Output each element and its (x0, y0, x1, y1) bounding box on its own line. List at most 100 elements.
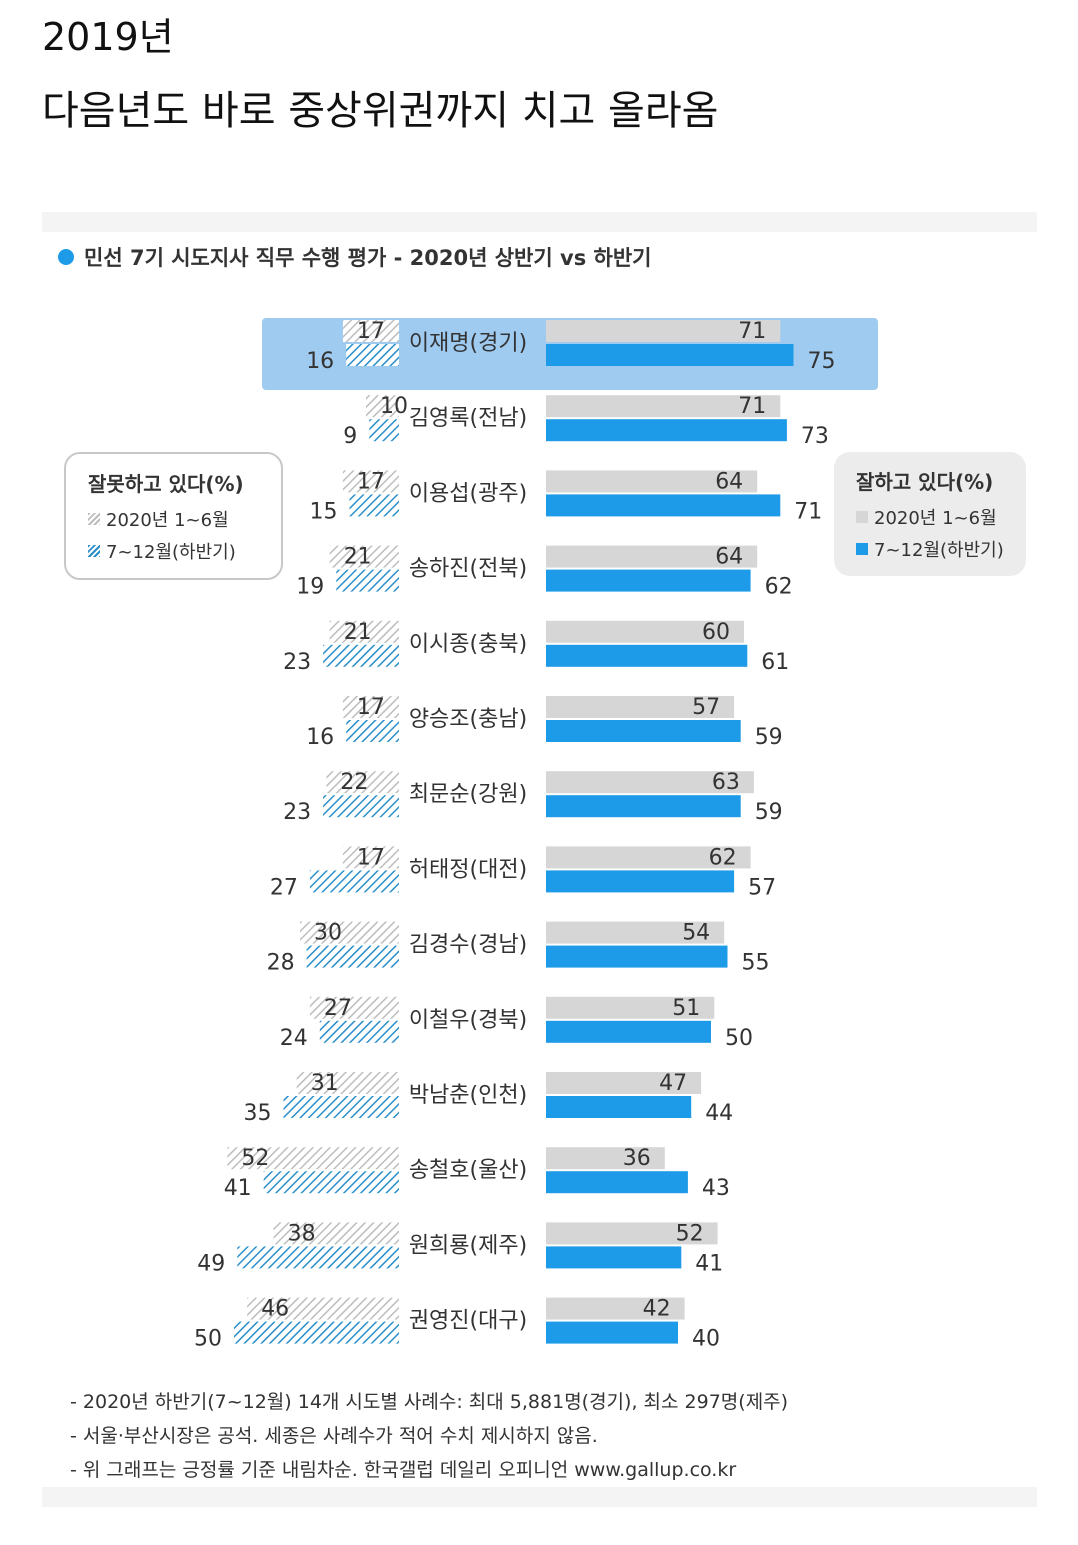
positive-h2-label: 59 (755, 800, 783, 825)
hatch-gray-swatch-icon (88, 513, 100, 525)
positive-h2-label: 59 (755, 725, 783, 750)
negative-h2-label: 28 (267, 951, 295, 976)
negative-h1-label: 27 (324, 996, 352, 1021)
negative-h2-label: 50 (194, 1327, 222, 1352)
negative-h2-label: 9 (343, 424, 357, 449)
positive-h2-bar (546, 569, 751, 592)
legend-negative-title: 잘못하고 있다(%) (88, 472, 244, 496)
negative-h2-bar (237, 1246, 399, 1269)
negative-h2-bar (349, 494, 399, 517)
negative-h1-label: 31 (311, 1071, 339, 1096)
positive-h1-bar (546, 771, 754, 794)
negative-h2-bar (346, 720, 399, 742)
negative-h1-label: 38 (288, 1221, 316, 1246)
negative-h2-label: 23 (283, 650, 311, 675)
positive-h2-label: 40 (692, 1327, 720, 1352)
positive-h1-bar (546, 1147, 665, 1170)
negative-h2-bar (263, 1171, 399, 1194)
positive-h2-label: 55 (742, 951, 770, 976)
negative-h2-label: 16 (306, 349, 334, 374)
negative-h1-label: 30 (314, 921, 342, 946)
hatch-blue-swatch-icon (88, 545, 100, 557)
negative-h2-bar (346, 344, 399, 366)
legend-negative-item-h2: 7~12월(하반기) (88, 538, 236, 564)
positive-h1-label: 64 (715, 469, 743, 494)
positive-h2-bar (546, 795, 741, 818)
positive-h2-label: 44 (705, 1101, 733, 1126)
negative-h1-bar (342, 696, 399, 718)
negative-h2-label: 23 (283, 800, 311, 825)
negative-h1-bar (326, 771, 399, 794)
legend-positive: 잘하고 있다(%) 2020년 1~6월 7~12월(하반기) (834, 452, 1026, 576)
positive-h2-label: 73 (801, 424, 829, 449)
positive-h1-label: 42 (643, 1297, 671, 1322)
category-label: 양승조(충남) (409, 707, 527, 732)
category-label: 박남춘(인천) (409, 1083, 527, 1108)
positive-h1-label: 71 (738, 319, 766, 344)
negative-h1-bar (309, 996, 399, 1019)
negative-h1-bar (366, 395, 399, 418)
positive-h2-bar (546, 419, 787, 442)
positive-h1-bar (546, 921, 725, 944)
positive-h1-label: 57 (692, 695, 720, 720)
positive-h2-bar (546, 644, 748, 667)
negative-h1-bar (329, 620, 399, 643)
negative-h2-bar (336, 569, 399, 592)
positive-h2-bar (546, 945, 728, 968)
positive-h2-label: 61 (761, 650, 789, 675)
category-label: 최문순(강원) (409, 782, 527, 807)
positive-h1-bar (546, 1222, 718, 1245)
negative-h1-label: 22 (340, 770, 368, 795)
positive-h1-bar (546, 846, 751, 869)
negative-h1-label: 46 (261, 1297, 289, 1322)
legend-positive-label-h1: 2020년 1~6월 (874, 508, 997, 529)
footnotes: - 2020년 하반기(7~12월) 14개 시도별 사례수: 최대 5,881… (70, 1385, 788, 1487)
positive-h1-label: 64 (715, 545, 743, 570)
negative-h1-label: 21 (344, 620, 372, 645)
positive-h2-label: 41 (695, 1251, 723, 1276)
positive-h1-label: 54 (682, 921, 710, 946)
positive-h1-label: 36 (623, 1146, 651, 1171)
legend-negative-item-h1: 2020년 1~6월 (88, 506, 229, 532)
positive-h2-bar (546, 1171, 688, 1194)
negative-h1-bar (329, 545, 399, 568)
positive-h1-label: 63 (712, 770, 740, 795)
legend-negative: 잘못하고 있다(%) 2020년 1~6월 7~12월(하반기) (64, 452, 283, 580)
footnote-2: - 서울·부산시장은 공석. 세종은 사례수가 적어 수치 제시하지 않음. (70, 1425, 598, 1447)
positive-h1-bar (546, 1072, 702, 1094)
negative-h2-bar (323, 644, 399, 667)
positive-h1-bar (546, 996, 715, 1019)
negative-h1-label: 10 (380, 394, 408, 419)
legend-positive-label-h2: 7~12월(하반기) (874, 540, 1004, 561)
negative-h1-bar (247, 1297, 399, 1320)
positive-h2-bar (546, 1096, 692, 1118)
category-label: 송철호(울산) (409, 1158, 527, 1183)
positive-h1-label: 60 (702, 620, 730, 645)
negative-h2-label: 49 (197, 1251, 225, 1276)
positive-h2-bar (546, 1246, 682, 1269)
negative-h1-label: 17 (357, 695, 385, 720)
positive-h1-label: 51 (672, 996, 700, 1021)
negative-h1-label: 17 (357, 845, 385, 870)
negative-h1-bar (273, 1222, 399, 1245)
legend-positive-title: 잘하고 있다(%) (856, 470, 994, 494)
gray-swatch-icon (856, 511, 868, 523)
negative-h2-label: 16 (306, 725, 334, 750)
negative-h2-bar (234, 1321, 399, 1344)
negative-h1-label: 52 (241, 1146, 269, 1171)
positive-h2-bar (546, 870, 735, 893)
positive-h2-label: 43 (702, 1176, 730, 1201)
positive-h2-bar (546, 1020, 711, 1043)
negative-h1-bar (342, 320, 399, 342)
positive-h1-bar (546, 696, 735, 718)
positive-h1-bar (546, 620, 744, 643)
negative-h2-label: 41 (224, 1176, 252, 1201)
positive-h2-label: 62 (765, 575, 793, 600)
positive-h1-label: 52 (676, 1221, 704, 1246)
category-label: 이철우(경북) (409, 1008, 527, 1033)
post-title-year: 2019년 (42, 15, 174, 59)
legend-positive-item-h1: 2020년 1~6월 (856, 504, 997, 530)
positive-h1-bar (546, 470, 758, 493)
footnote-3: - 위 그래프는 긍정률 기준 내림차순. 한국갤럽 데일리 오피니언 www.… (70, 1459, 737, 1481)
category-label: 허태정(대전) (409, 857, 527, 882)
